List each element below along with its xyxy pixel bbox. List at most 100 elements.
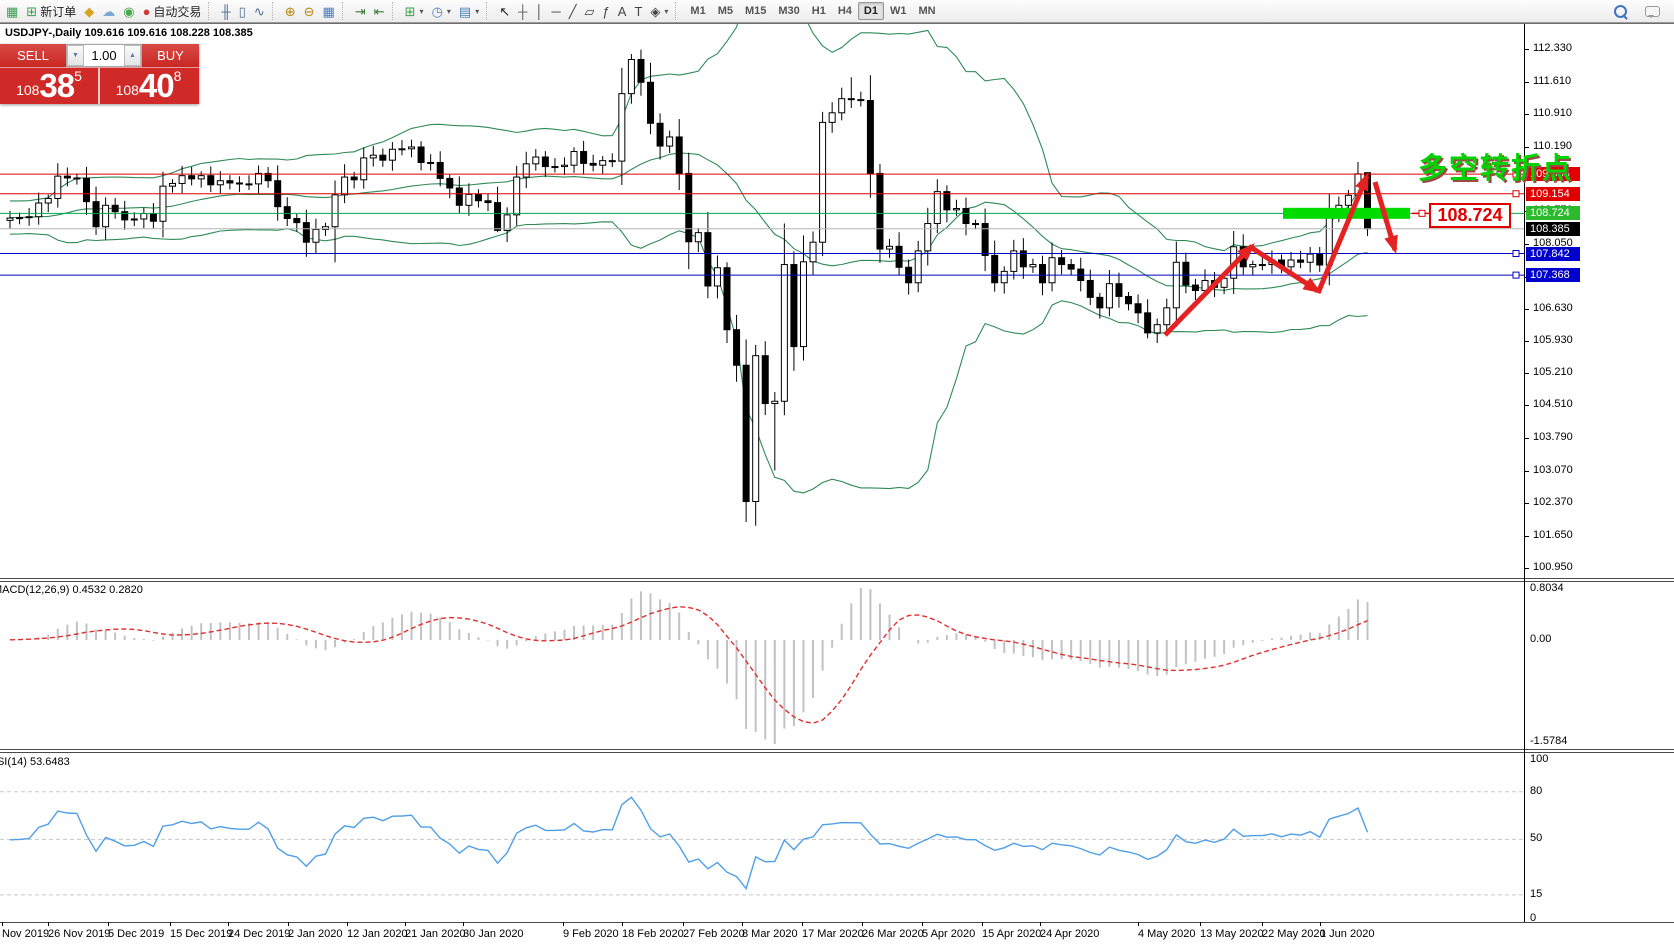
candle-body xyxy=(1010,250,1018,272)
auto-scroll-icon: ⇥ xyxy=(354,3,366,19)
panel-separator[interactable] xyxy=(0,581,1674,582)
tile-windows-icon: ▦ xyxy=(322,3,335,19)
candle-body xyxy=(1297,259,1305,263)
cursor-button[interactable]: ↖ xyxy=(495,1,514,22)
sell-price[interactable]: 108 38 5 xyxy=(0,68,98,104)
candle-body xyxy=(484,200,492,204)
new-order-button[interactable]: ⊞ 新订单 xyxy=(22,1,80,22)
price-tick xyxy=(1524,113,1529,115)
candle-body xyxy=(321,226,329,230)
date-tick xyxy=(288,922,289,926)
timeframe-w1-button[interactable]: W1 xyxy=(889,5,907,17)
text-button[interactable]: A xyxy=(614,1,631,22)
date-tick xyxy=(563,922,564,926)
candle-body xyxy=(159,185,167,222)
panel-separator[interactable] xyxy=(0,752,1674,753)
vline-button[interactable]: │ xyxy=(531,1,547,22)
candle-body xyxy=(685,172,693,243)
candle-body xyxy=(197,175,205,180)
candle-body xyxy=(838,98,846,114)
candle-body xyxy=(92,201,100,228)
sell-price-big: 38 xyxy=(39,67,75,104)
price-tag: 109.585 xyxy=(1526,167,1580,182)
volume-increase-button[interactable]: ▲ xyxy=(124,45,141,66)
timeframe-d1-button[interactable]: D1 xyxy=(857,2,884,20)
timeframe-mn-button[interactable]: MN xyxy=(918,5,936,17)
date-label: 15 Dec 2019 xyxy=(170,928,233,940)
macd-panel[interactable] xyxy=(0,580,1524,749)
date-label: 26 Nov 2019 xyxy=(48,928,111,940)
price-tick-label: 105.210 xyxy=(1533,366,1573,379)
community-icon[interactable]: ☁ xyxy=(98,1,119,22)
tile-windows-button[interactable]: ▦ xyxy=(319,1,339,22)
zoom-in-button[interactable]: ⊕ xyxy=(281,1,300,22)
candlestick-button[interactable]: ▯ xyxy=(235,1,250,22)
line-chart-button[interactable]: ∿ xyxy=(250,1,269,22)
volume-decrease-button[interactable]: ▼ xyxy=(67,45,84,66)
channel-button[interactable]: ▱ xyxy=(581,1,599,22)
gold-icon[interactable]: ◆ xyxy=(80,1,98,22)
timeframe-h4-button[interactable]: H4 xyxy=(837,5,852,17)
candle-body xyxy=(1067,264,1075,270)
autotrade-button[interactable]: ● 自动交易 xyxy=(139,1,206,22)
volume-value[interactable]: 1.00 xyxy=(91,48,117,63)
shapes-button[interactable]: ◈ ▾ xyxy=(646,1,672,22)
date-tick xyxy=(862,922,863,926)
candle-body xyxy=(541,156,549,168)
date-label: 27 Feb 2020 xyxy=(683,928,745,940)
label-button[interactable]: T xyxy=(630,1,646,22)
buy-price[interactable]: 108 40 8 xyxy=(98,68,197,104)
bar-chart-button[interactable]: ╫ xyxy=(217,1,234,22)
search-button[interactable] xyxy=(1610,1,1631,22)
chat-button[interactable] xyxy=(1641,1,1664,22)
date-tick xyxy=(982,922,983,926)
candle-body xyxy=(312,228,320,243)
candle-body xyxy=(780,264,788,402)
zoom-out-button[interactable]: ⊖ xyxy=(300,1,319,22)
timeframe-m1-button[interactable]: M1 xyxy=(690,5,706,17)
zoom-in-icon: ⊕ xyxy=(284,3,296,19)
candlestick-icon: ▯ xyxy=(238,3,246,19)
auto-scroll-button[interactable]: ⇥ xyxy=(351,1,370,22)
candle-body xyxy=(943,191,951,211)
signal-icon[interactable]: ◉ xyxy=(119,1,138,22)
sell-button[interactable]: SELL xyxy=(0,44,66,67)
price-tag: 108.724 xyxy=(1526,206,1580,221)
window-icon[interactable]: ▦ xyxy=(2,1,22,22)
panel-separator[interactable] xyxy=(0,578,1674,579)
buy-button[interactable]: BUY xyxy=(142,44,199,67)
price-tick xyxy=(1524,146,1529,148)
templates-button[interactable]: ▤ ▾ xyxy=(455,1,483,22)
candle-body xyxy=(417,146,425,163)
candle-body xyxy=(972,223,980,226)
cursor-icon: ↖ xyxy=(499,3,511,19)
date-label: 9 Feb 2020 xyxy=(563,928,619,940)
chart-shift-button[interactable]: ⇤ xyxy=(370,1,389,22)
trendline-icon: ╱ xyxy=(568,3,577,19)
date-label: 15 Apr 2020 xyxy=(982,928,1042,940)
candle-body xyxy=(331,194,339,228)
trendline-button[interactable]: ╱ xyxy=(565,1,581,22)
indicators-button[interactable]: ⊞ ▾ xyxy=(401,1,428,22)
hline-button[interactable]: ─ xyxy=(547,1,564,22)
rsi-axis-label: 100 xyxy=(1530,753,1549,765)
price-tick-label: 101.650 xyxy=(1533,528,1573,541)
candle-body xyxy=(560,164,568,168)
rsi-panel[interactable] xyxy=(0,753,1524,922)
main-chart[interactable] xyxy=(0,24,1524,580)
price-tag: 107.368 xyxy=(1526,268,1580,283)
candle-body xyxy=(188,175,196,180)
candle-body xyxy=(302,222,310,243)
timeframe-h1-button[interactable]: H1 xyxy=(811,5,826,17)
panel-separator[interactable] xyxy=(0,749,1674,750)
chart-border xyxy=(0,23,1674,24)
timeframe-m30-button[interactable]: M30 xyxy=(778,5,800,17)
date-label: 8 Mar 2020 xyxy=(742,928,798,940)
timeframe-m5-button[interactable]: M5 xyxy=(717,5,733,17)
crosshair-button[interactable]: ┼ xyxy=(514,1,531,22)
periods-button[interactable]: ◷ ▾ xyxy=(428,1,455,22)
timeframe-m15-button[interactable]: M15 xyxy=(744,5,767,17)
candle-body xyxy=(283,206,291,220)
fibonacci-button[interactable]: ƒ xyxy=(599,1,614,22)
